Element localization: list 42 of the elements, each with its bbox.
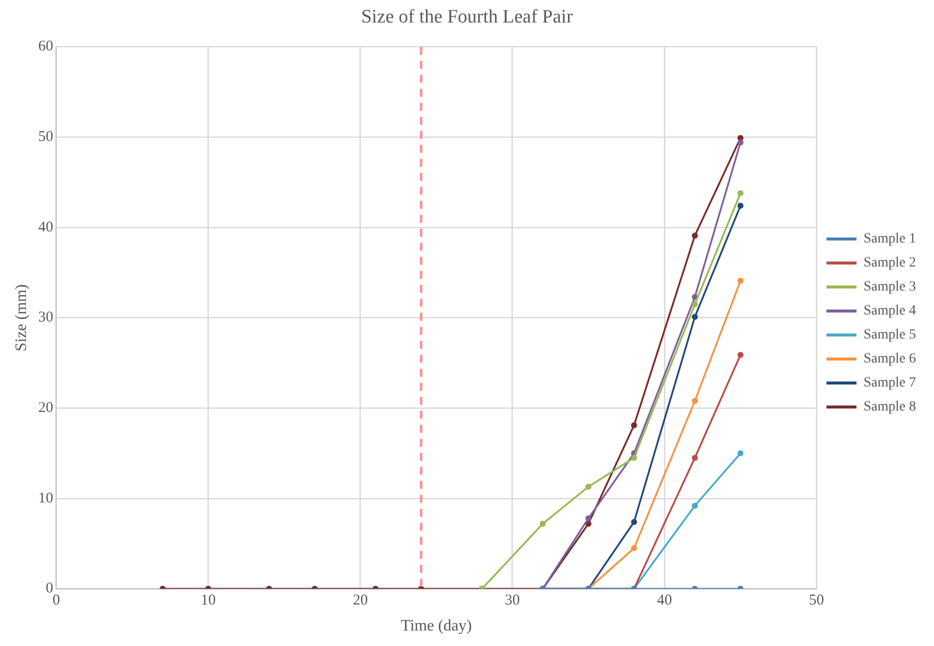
point [631,545,638,552]
legend-label: Sample 8 [864,400,916,415]
point [737,190,744,196]
point [692,301,698,308]
y-tick-label: 50 [38,129,54,146]
legend-label: Sample 6 [864,352,916,367]
point [631,518,638,525]
point [692,502,698,509]
point [585,515,592,522]
point [692,398,698,404]
point [631,422,638,428]
point [737,352,744,358]
legend-label: Sample 1 [864,232,916,247]
legend-label: Sample 4 [864,304,916,319]
point [737,450,744,456]
point [692,314,698,320]
y-tick-label: 30 [38,310,54,326]
y-tick-label: 40 [38,219,54,236]
y-tick-label: 0 [46,580,54,597]
legend-label: Sample 7 [864,376,916,391]
x-tick-label: 20 [352,592,368,609]
y-tick-label: 20 [38,400,54,416]
y-tick-label: 60 [38,38,54,55]
point [540,520,546,527]
point [692,232,698,239]
x-tick-label: 50 [809,592,824,609]
legend-label: Sample 3 [864,280,916,295]
x-tick-label: 30 [504,592,520,609]
point [585,484,592,490]
point [737,140,744,146]
chart-title: Size of the Fourth Leaf Pair [361,6,574,28]
point [631,454,638,461]
x-tick-label: 40 [656,592,672,609]
y-tick-label: 10 [38,490,54,506]
y-axis-title: Size (mm) [12,284,30,352]
legend-label: Sample 5 [864,328,916,343]
point [737,278,744,284]
point [737,202,744,209]
point [692,454,698,461]
x-tick-label: 10 [200,592,216,609]
legend-label: Sample 2 [864,256,916,271]
x-axis-title: Time (day) [400,618,472,635]
